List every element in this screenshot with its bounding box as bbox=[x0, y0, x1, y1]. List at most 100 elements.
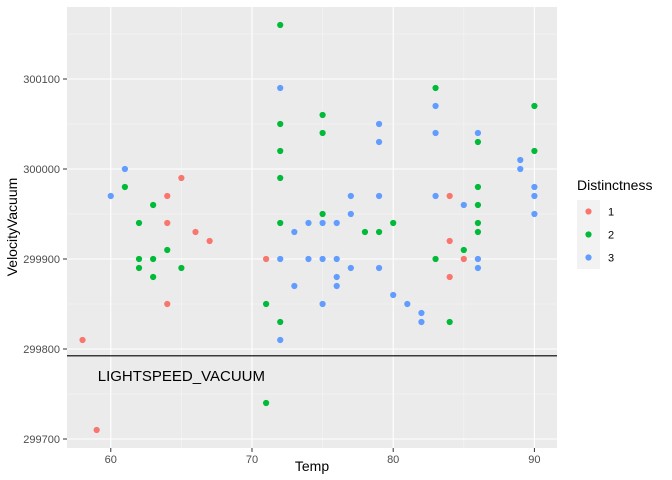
data-point-series-3 bbox=[375, 120, 383, 128]
legend-label-2: 2 bbox=[608, 230, 614, 242]
data-point-series-2 bbox=[432, 84, 439, 92]
data-point-series-1 bbox=[446, 237, 453, 245]
data-point-series-2 bbox=[474, 138, 482, 146]
data-point-series-3 bbox=[319, 300, 326, 308]
panel-background bbox=[67, 7, 557, 448]
data-point-series-1 bbox=[178, 174, 185, 182]
legend-key-3 bbox=[585, 254, 592, 261]
legend-title: Distinctness bbox=[577, 177, 652, 193]
data-point-series-3 bbox=[277, 84, 284, 92]
data-point-series-3 bbox=[531, 210, 538, 218]
data-point-series-2 bbox=[375, 228, 383, 236]
data-point-series-2 bbox=[263, 300, 270, 308]
data-point-series-2 bbox=[474, 228, 482, 236]
data-point-series-1 bbox=[192, 228, 199, 236]
data-point-series-2 bbox=[277, 318, 284, 326]
data-point-series-3 bbox=[404, 300, 411, 308]
data-point-series-1 bbox=[164, 219, 171, 227]
data-point-series-3 bbox=[305, 219, 312, 227]
data-point-series-3 bbox=[531, 192, 538, 200]
data-point-series-2 bbox=[319, 210, 326, 218]
data-point-series-2 bbox=[277, 219, 284, 227]
reference-line-label: LIGHTSPEED_VACUUM bbox=[98, 368, 265, 385]
data-point-series-2 bbox=[277, 21, 284, 29]
data-point-series-2 bbox=[135, 219, 143, 227]
data-point-series-3 bbox=[474, 264, 482, 272]
legend: Distinctness 1 2 3 bbox=[577, 177, 652, 269]
legend-label-3: 3 bbox=[608, 253, 614, 265]
data-point-series-1 bbox=[446, 192, 453, 200]
x-tick-label: 70 bbox=[246, 454, 258, 466]
data-point-series-3 bbox=[347, 210, 354, 218]
data-point-series-2 bbox=[150, 201, 157, 209]
legend-key-1 bbox=[585, 208, 592, 215]
data-point-series-3 bbox=[375, 138, 383, 146]
grid-major bbox=[67, 7, 557, 448]
data-point-series-3 bbox=[121, 165, 128, 173]
data-point-series-3 bbox=[432, 102, 439, 110]
data-point-series-3 bbox=[418, 318, 425, 326]
data-point-series-3 bbox=[291, 228, 298, 236]
x-axis-ticks: 60 70 80 90 bbox=[105, 448, 541, 466]
data-point-series-3 bbox=[517, 165, 524, 173]
grid-minor bbox=[67, 7, 557, 448]
data-point-series-1 bbox=[263, 255, 270, 263]
y-tick-label: 299900 bbox=[23, 254, 60, 266]
data-point-series-3 bbox=[107, 192, 114, 200]
data-points bbox=[79, 21, 538, 434]
data-point-series-3 bbox=[474, 255, 482, 263]
data-point-series-3 bbox=[319, 255, 326, 263]
data-point-series-2 bbox=[474, 219, 482, 227]
data-point-series-2 bbox=[319, 129, 326, 137]
data-point-series-2 bbox=[432, 255, 439, 263]
data-point-series-3 bbox=[347, 264, 354, 272]
y-tick-label: 299800 bbox=[23, 344, 60, 356]
data-point-series-2 bbox=[474, 183, 482, 191]
data-point-series-2 bbox=[277, 147, 284, 155]
data-point-series-2 bbox=[164, 246, 171, 254]
data-point-series-3 bbox=[432, 129, 439, 137]
y-axis-ticks: 299700 299800 299900 300000 300100 bbox=[23, 74, 67, 446]
data-point-series-3 bbox=[474, 129, 482, 137]
data-point-series-3 bbox=[333, 255, 340, 263]
data-point-series-3 bbox=[305, 255, 312, 263]
data-point-series-1 bbox=[93, 426, 100, 434]
legend-key-2 bbox=[585, 231, 592, 238]
data-point-series-3 bbox=[375, 192, 383, 200]
data-point-series-3 bbox=[418, 309, 425, 317]
data-point-series-3 bbox=[347, 192, 354, 200]
data-point-series-2 bbox=[361, 228, 369, 236]
data-point-series-1 bbox=[164, 192, 171, 200]
x-tick-label: 80 bbox=[387, 454, 399, 466]
data-point-series-2 bbox=[531, 147, 538, 155]
data-point-series-3 bbox=[460, 201, 467, 209]
data-point-series-2 bbox=[474, 201, 482, 209]
x-tick-label: 60 bbox=[105, 454, 117, 466]
data-point-series-3 bbox=[517, 156, 524, 164]
data-point-series-3 bbox=[333, 282, 340, 290]
data-point-series-2 bbox=[121, 183, 128, 191]
data-point-series-3 bbox=[319, 219, 326, 227]
data-point-series-1 bbox=[164, 300, 171, 308]
data-point-series-1 bbox=[79, 336, 86, 344]
data-point-series-2 bbox=[263, 399, 270, 407]
y-tick-label: 299700 bbox=[23, 434, 60, 446]
legend-keys: 1 2 3 bbox=[577, 200, 614, 269]
data-point-series-2 bbox=[446, 318, 453, 326]
data-point-series-2 bbox=[178, 264, 185, 272]
data-point-series-2 bbox=[135, 255, 143, 263]
data-point-series-3 bbox=[333, 273, 340, 281]
x-axis-title: Temp bbox=[295, 458, 329, 474]
data-point-series-1 bbox=[460, 255, 467, 263]
x-tick-label: 90 bbox=[528, 454, 540, 466]
data-point-series-2 bbox=[150, 273, 157, 281]
data-point-series-3 bbox=[531, 183, 538, 191]
y-tick-label: 300100 bbox=[23, 74, 60, 86]
data-point-series-2 bbox=[277, 120, 284, 128]
data-point-series-2 bbox=[150, 255, 157, 263]
y-tick-label: 300000 bbox=[23, 164, 60, 176]
data-point-series-1 bbox=[446, 273, 453, 281]
data-point-series-2 bbox=[135, 264, 143, 272]
data-point-series-3 bbox=[432, 192, 439, 200]
